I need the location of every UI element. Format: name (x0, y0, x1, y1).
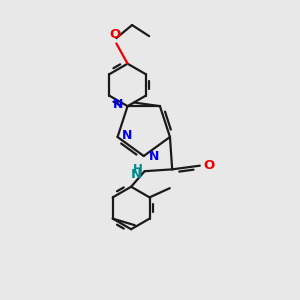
Text: O: O (109, 28, 120, 41)
Text: N: N (122, 129, 132, 142)
Text: N: N (131, 168, 142, 181)
Text: H: H (133, 163, 142, 176)
Text: N: N (149, 149, 160, 163)
Text: N: N (113, 98, 123, 111)
Text: O: O (203, 159, 214, 172)
